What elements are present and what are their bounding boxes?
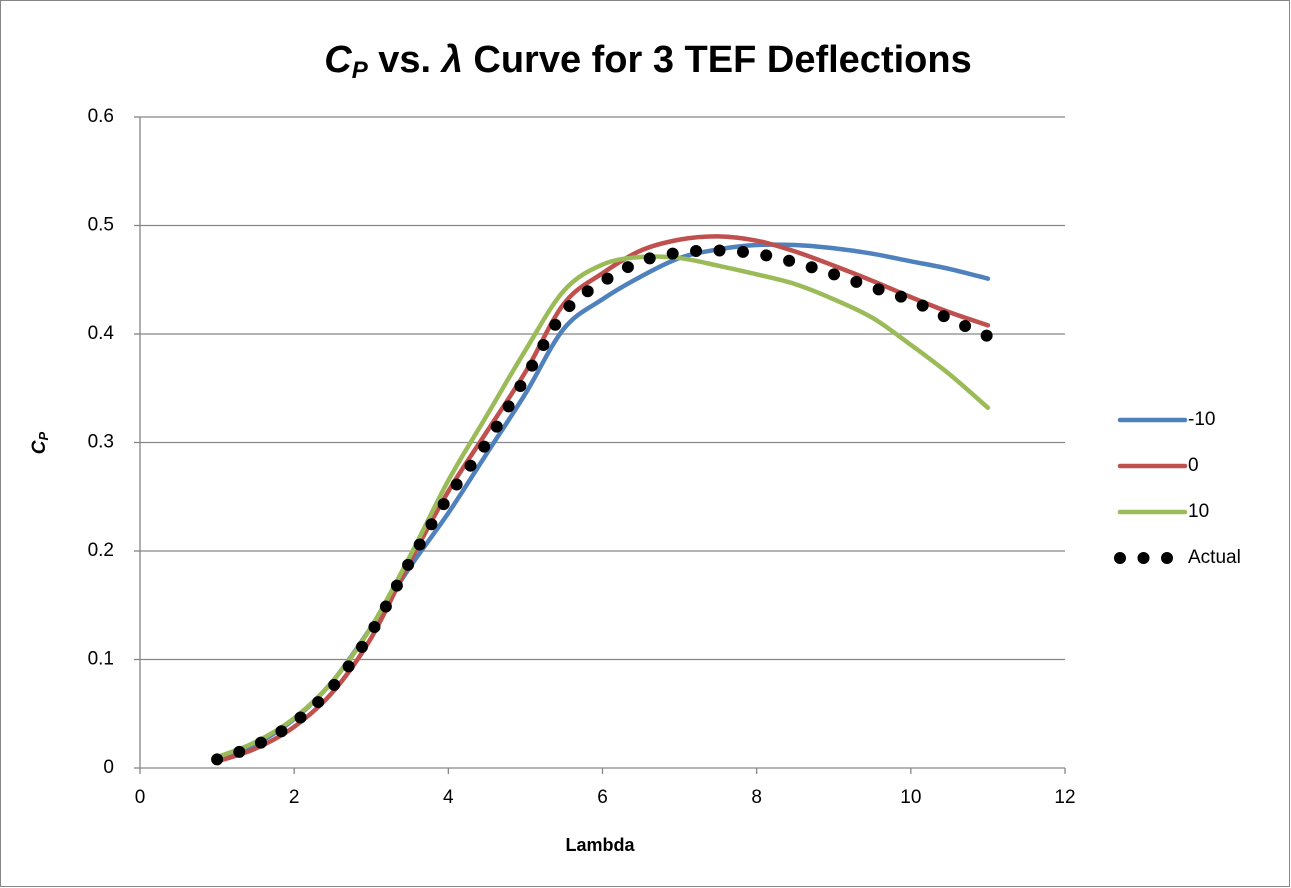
chart-title: CP vs. λ Curve for 3 TEF Deflections — [324, 39, 971, 84]
y-tick-label: 0.5 — [88, 215, 114, 236]
x-tick-label: 12 — [1054, 787, 1075, 808]
y-label-subscript: P — [36, 431, 51, 440]
title-lambda: λ — [440, 39, 463, 81]
x-tick-label: 0 — [135, 787, 146, 808]
y-label-symbol: C — [29, 440, 50, 454]
legend-label: 0 — [1188, 455, 1199, 476]
legend-label: -10 — [1188, 409, 1215, 430]
y-tick-label: 0.1 — [88, 649, 114, 670]
y-tick-label: 0.3 — [88, 432, 114, 453]
legend-label: Actual — [1188, 547, 1241, 568]
title-subscript: P — [352, 57, 369, 84]
y-axis-label: CP — [29, 431, 51, 454]
title-text: vs. — [368, 39, 442, 81]
y-tick-label: 0.6 — [88, 106, 114, 127]
x-axis-label: Lambda — [565, 835, 635, 855]
legend-label: 10 — [1188, 501, 1209, 522]
y-tick-label: 0.4 — [88, 323, 115, 344]
title-symbol: C — [324, 39, 352, 81]
y-tick-label: 0.2 — [88, 540, 114, 561]
series-line — [214, 234, 991, 764]
x-tick-label: 4 — [443, 787, 454, 808]
x-tick-label: 10 — [900, 787, 921, 808]
x-tick-label: 2 — [289, 787, 300, 808]
title-text: Curve for 3 TEF Deflections — [463, 39, 972, 81]
y-tick-label: 0 — [103, 757, 114, 778]
series-line — [211, 244, 994, 766]
x-tick-label: 8 — [751, 787, 762, 808]
x-tick-label: 6 — [597, 787, 608, 808]
